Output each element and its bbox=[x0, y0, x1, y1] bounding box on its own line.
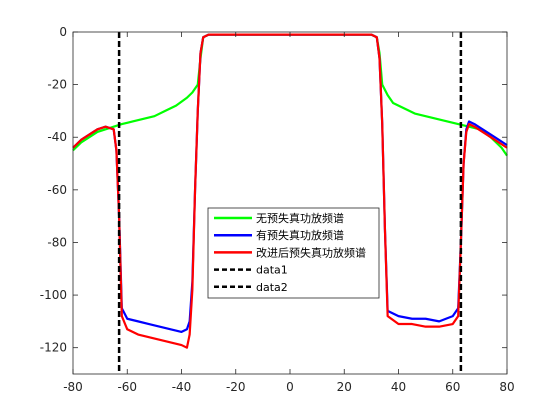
legend-label-2: 有预失真功放频谱 bbox=[256, 228, 344, 242]
x-tick-label: 20 bbox=[337, 380, 352, 394]
x-tick-label: 0 bbox=[286, 380, 294, 394]
y-tick-label: -120 bbox=[40, 341, 67, 355]
x-tick-label: -80 bbox=[63, 380, 83, 394]
x-tick-label: -40 bbox=[172, 380, 192, 394]
legend-label-1: 无预失真功放频谱 bbox=[256, 211, 344, 225]
plot-area bbox=[73, 32, 507, 374]
y-tick-label: -20 bbox=[47, 78, 67, 92]
x-tick-label: 60 bbox=[445, 380, 460, 394]
x-tick-label: 40 bbox=[391, 380, 406, 394]
y-tick-label: -100 bbox=[40, 288, 67, 302]
legend-label-3: 改进后预失真功放频谱 bbox=[256, 245, 366, 259]
x-tick-label: -60 bbox=[117, 380, 137, 394]
series-line-3 bbox=[72, 33, 508, 349]
plot-background bbox=[73, 32, 507, 374]
axes-layer: -80 -60 -40 -20 0 20 40 60 80 0 -20 -40 -60 -80 -100 -1… bbox=[40, 25, 515, 394]
x-tick-label: -20 bbox=[226, 380, 246, 394]
x-tick-label: 80 bbox=[499, 380, 514, 394]
legend-label-5: data2 bbox=[256, 281, 288, 294]
y-tick-label: -60 bbox=[47, 183, 67, 197]
y-tick-label: 0 bbox=[59, 25, 67, 39]
y-tick-label: -40 bbox=[47, 130, 67, 144]
y-tick-label: -80 bbox=[47, 235, 67, 249]
legend-label-4: data1 bbox=[256, 264, 288, 277]
series-layer bbox=[72, 32, 508, 374]
